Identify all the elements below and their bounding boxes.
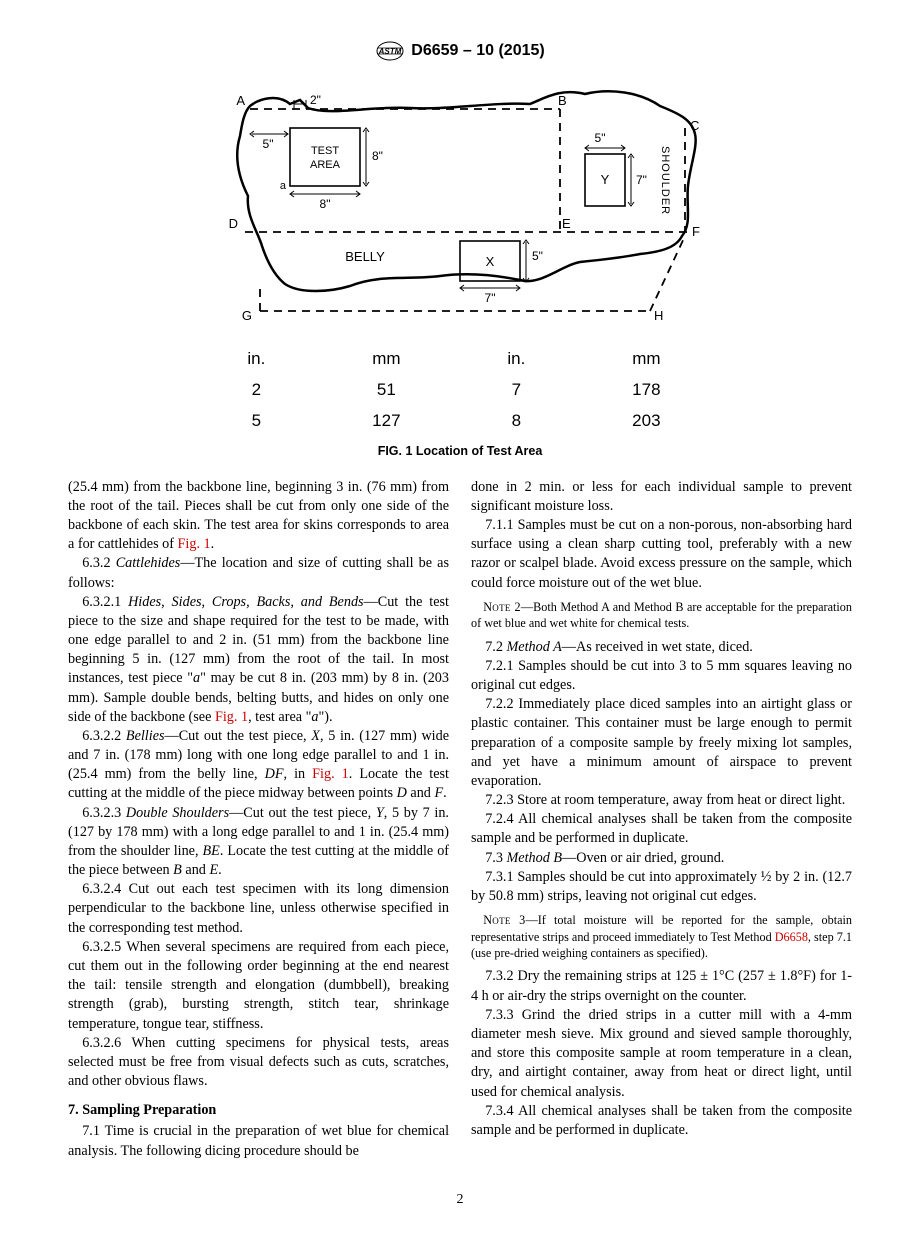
col-in2: in. xyxy=(460,344,573,375)
designation: D6659 – 10 (2015) xyxy=(411,40,544,62)
dim-7b: 7" xyxy=(636,173,647,187)
paragraph: 7.2 Method A—As received in wet state, d… xyxy=(471,638,852,657)
paragraph: 6.3.2.6 When cutting specimens for physi… xyxy=(68,1034,449,1092)
paragraph: 6.3.2.4 Cut out each test specimen with … xyxy=(68,880,449,938)
astm-logo: ASTM xyxy=(375,40,405,62)
col-mm: mm xyxy=(313,344,460,375)
paragraph: 7.3 Method B—Oven or air dried, ground. xyxy=(471,849,852,868)
table-cell: 127 xyxy=(313,406,460,437)
point-c: C xyxy=(690,118,699,133)
point-e: E xyxy=(562,216,571,231)
point-d: D xyxy=(229,216,238,231)
col-in: in. xyxy=(200,344,313,375)
body-columns: (25.4 mm) from the backbone line, beginn… xyxy=(68,478,852,1161)
dim-8: 8" xyxy=(320,197,331,211)
paragraph: 7.2.3 Store at room temperature, away fr… xyxy=(471,791,852,810)
note: Note 2—Both Method A and Method B are ac… xyxy=(471,599,852,632)
table-cell: 203 xyxy=(573,406,720,437)
conversion-table: in. mm in. mm 2 51 7 178 5 127 8 203 xyxy=(200,344,720,437)
page-number: 2 xyxy=(68,1191,852,1210)
paragraph: done in 2 min. or less for each individu… xyxy=(471,478,852,516)
table-cell: 51 xyxy=(313,375,460,406)
fig-ref: Fig. 1 xyxy=(178,536,211,552)
test-area-label-1: TEST xyxy=(311,145,339,157)
paragraph: 7.3.3 Grind the dried strips in a cutter… xyxy=(471,1006,852,1102)
point-f: F xyxy=(692,224,700,239)
paragraph: 7.2.2 Immediately place diced samples in… xyxy=(471,695,852,791)
col-mm2: mm xyxy=(573,344,720,375)
paragraph: 6.3.2 Cattlehides—The location and size … xyxy=(68,554,449,592)
dim-8v: 8" xyxy=(372,149,383,163)
test-area-label-2: AREA xyxy=(310,159,341,171)
fig-ref: Fig. 1 xyxy=(312,766,349,782)
paragraph: 6.3.2.3 Double Shoulders—Cut out the tes… xyxy=(68,804,449,881)
fig-ref: Fig. 1 xyxy=(215,709,248,725)
table-cell: 8 xyxy=(460,406,573,437)
paragraph: 7.1.1 Samples must be cut on a non-porou… xyxy=(471,516,852,593)
paragraph: (25.4 mm) from the backbone line, beginn… xyxy=(68,478,449,555)
dim-5: 5" xyxy=(263,137,274,151)
point-g: G xyxy=(242,308,252,323)
paragraph: 7.3.4 All chemical analyses shall be tak… xyxy=(471,1102,852,1140)
paragraph: 7.2.4 All chemical analyses shall be tak… xyxy=(471,810,852,848)
label-a: a xyxy=(280,180,287,192)
paragraph: 7.3.2 Dry the remaining strips at 125 ± … xyxy=(471,967,852,1005)
figure-caption: FIG. 1 Location of Test Area xyxy=(68,443,852,460)
point-h: H xyxy=(654,308,663,323)
shoulder-label: SHOULDER xyxy=(659,146,671,215)
table-cell: 5 xyxy=(200,406,313,437)
paragraph: 6.3.2.2 Bellies—Cut out the test piece, … xyxy=(68,727,449,804)
paragraph: 7.1 Time is crucial in the preparation o… xyxy=(68,1122,449,1160)
paragraph: 7.3.1 Samples should be cut into approxi… xyxy=(471,868,852,906)
dim-5b: 5" xyxy=(595,131,606,145)
table-cell: 178 xyxy=(573,375,720,406)
label-x: X xyxy=(486,254,495,269)
section-heading: 7. Sampling Preparation xyxy=(68,1101,449,1120)
svg-text:ASTM: ASTM xyxy=(378,47,402,56)
dim-7: 7" xyxy=(485,291,496,305)
point-b: B xyxy=(558,93,567,108)
label-y: Y xyxy=(601,172,610,187)
paragraph: 6.3.2.5 When several specimens are requi… xyxy=(68,938,449,1034)
figure-1: A B C D E F G H TEST AREA a 2" 5" 8" 8" … xyxy=(68,76,852,460)
dim-2: 2" xyxy=(310,93,321,107)
note: Note 3—If total moisture will be reporte… xyxy=(471,912,852,961)
dim-5c: 5" xyxy=(532,249,543,263)
document-header: ASTM D6659 – 10 (2015) xyxy=(68,40,852,62)
method-ref: D6658 xyxy=(775,930,808,944)
table-cell: 2 xyxy=(200,375,313,406)
paragraph: 6.3.2.1 Hides, Sides, Crops, Backs, and … xyxy=(68,593,449,727)
table-cell: 7 xyxy=(460,375,573,406)
paragraph: 7.2.1 Samples should be cut into 3 to 5 … xyxy=(471,657,852,695)
point-a: A xyxy=(236,93,245,108)
belly-label: BELLY xyxy=(345,249,385,264)
